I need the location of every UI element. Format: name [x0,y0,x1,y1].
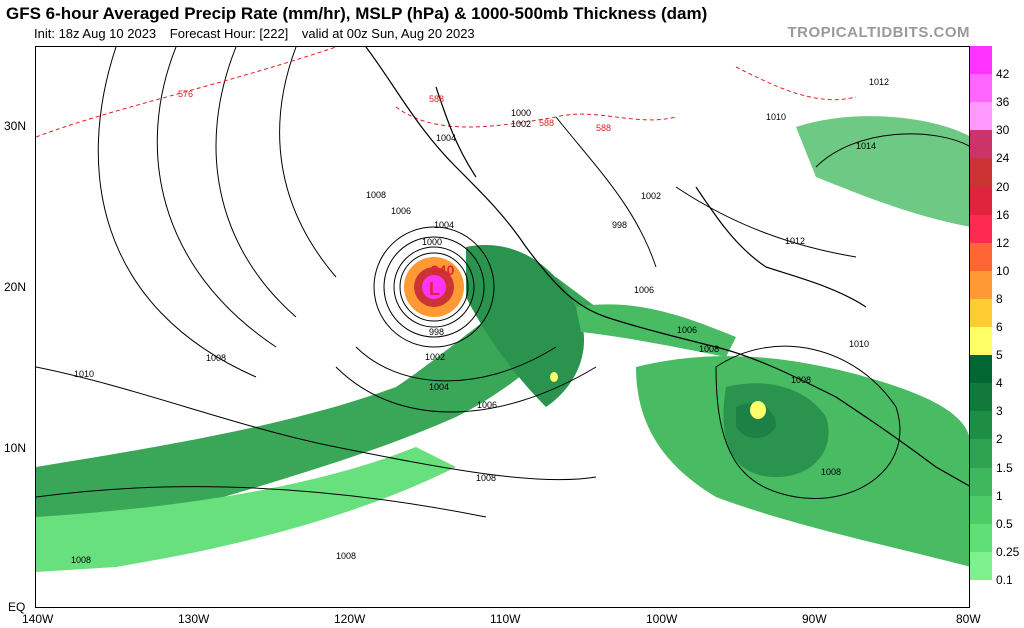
lat-label-30n: 30N [4,119,27,133]
colorbar-tick-label: 20 [996,179,1010,194]
pressure-label: 1002 [511,119,531,129]
chart-title: GFS 6-hour Averaged Precip Rate (mm/hr),… [6,4,708,23]
lon-label-100w: 100W [646,612,678,626]
pressure-label: 1008 [71,555,91,565]
lon-label-130w: 130W [178,612,210,626]
colorbar-segment [970,242,992,272]
colorbar-segment [970,158,992,187]
colorbar-segment [970,102,992,131]
colorbar-segment [970,411,992,440]
pressure-label: 1004 [429,382,449,392]
colorbar-segment [970,467,992,497]
valid-time: valid at 00z Sun, Aug 20 2023 [301,26,475,41]
pressure-label: 998 [612,220,627,230]
pressure-label: 1014 [856,141,876,151]
lat-label-10n: 10N [4,441,27,455]
colorbar-segment [970,74,992,103]
pressure-label: 1004 [434,220,454,230]
colorbar-segment [970,355,992,384]
pressure-label: 1010 [766,112,786,122]
colorbar-segment [970,214,992,244]
pressure-label: 1006 [677,325,697,335]
colorbar-segment [970,439,992,468]
chart-subtitle: Init: 18z Aug 10 2023 Forecast Hour: [22… [34,26,485,41]
colorbar-segment [970,186,992,216]
colorbar-tick-label: 1.5 [996,460,1013,475]
colorbar-segment [970,523,992,553]
colorbar-tick-label: 1 [996,488,1003,503]
colorbar-tick-label: 0.1 [996,572,1013,587]
colorbar-tick-label: 16 [996,207,1010,222]
colorbar-segment [970,46,992,75]
colorbar-segment [970,327,992,356]
colorbar-tick-label: 36 [996,95,1010,110]
colorbar-segment [970,495,992,525]
pressure-label: 1000 [422,237,442,247]
hurricane [373,226,495,348]
precip-field [36,116,969,572]
pressure-label: 1010 [74,369,94,379]
brand-watermark: TROPICALTIDBITS.COM [787,24,970,41]
colorbar-tick-label: 42 [996,67,1010,82]
thickness-label: 588 [596,123,611,133]
pressure-label: 1008 [821,467,841,477]
colorbar-tick-label: 6 [996,320,1003,334]
isobars [36,47,969,518]
colorbar-tick-label: 3 [996,404,1003,419]
pressure-label: 1012 [785,236,805,246]
pressure-label: 1002 [425,352,445,362]
lon-label-80w: 80W [956,612,981,626]
pressure-label: 1008 [366,190,386,200]
map-svg: 940 L 1004 1006 1008 1008 1010 1000 998 … [36,47,969,572]
lat-label-20n: 20N [4,280,27,294]
colorbar-tick-label: 24 [996,151,1010,166]
pressure-label: 1008 [206,353,226,363]
pressure-label: 998 [429,327,444,337]
colorbar [970,46,992,608]
pressure-label: 1004 [436,133,456,143]
colorbar-tick-label: 0.5 [996,516,1013,531]
lon-label-140w: 140W [22,612,54,626]
pressure-label: 1000 [511,108,531,118]
pressure-label: 1006 [391,206,411,216]
lat-label-eq: EQ [8,600,26,614]
colorbar-segment [970,551,992,581]
colorbar-tick-label: 5 [996,348,1003,363]
colorbar-segment [970,298,992,328]
pressure-label: 1006 [477,400,497,410]
colorbar-tick-label: 4 [996,376,1003,391]
init-time: Init: 18z Aug 10 2023 [34,26,157,41]
colorbar-tick-label: 30 [996,123,1010,138]
colorbar-segment [970,383,992,412]
thickness-label: 588 [429,94,444,104]
lon-label-110w: 110W [490,612,521,626]
colorbar-tick-label: 2 [996,432,1003,447]
colorbar-segment [970,130,992,159]
pressure-label: 1008 [699,344,719,354]
coastline [365,47,969,487]
lon-label-120w: 120W [334,612,366,626]
thickness-label: 588 [539,118,554,128]
colorbar-segment [970,270,992,300]
colorbar-tick-label: 8 [996,291,1003,306]
pressure-label: 1010 [849,339,869,349]
colorbar-tick-label: 0.25 [996,544,1020,559]
weather-map: 940 L 1004 1006 1008 1008 1010 1000 998 … [35,46,970,608]
pressure-label: 1008 [476,473,496,483]
forecast-hour: Forecast Hour: [222] [169,26,289,41]
thickness-label: 576 [178,89,193,99]
low-center-marker: L [429,279,440,299]
pressure-label: 1012 [869,77,889,87]
pressure-label: 1008 [791,375,811,385]
lon-label-90w: 90W [802,612,827,626]
pressure-label-group: 940 L 1004 1006 1008 1008 1010 1000 998 … [71,77,889,565]
low-pressure-value: 940 [431,262,455,278]
colorbar-tick-label: 10 [996,263,1010,278]
thickness-lines [36,47,857,138]
pressure-label: 1008 [336,551,356,561]
pressure-label: 1002 [641,191,661,201]
pressure-label: 1006 [634,285,654,295]
colorbar-tick-label: 12 [996,235,1010,250]
